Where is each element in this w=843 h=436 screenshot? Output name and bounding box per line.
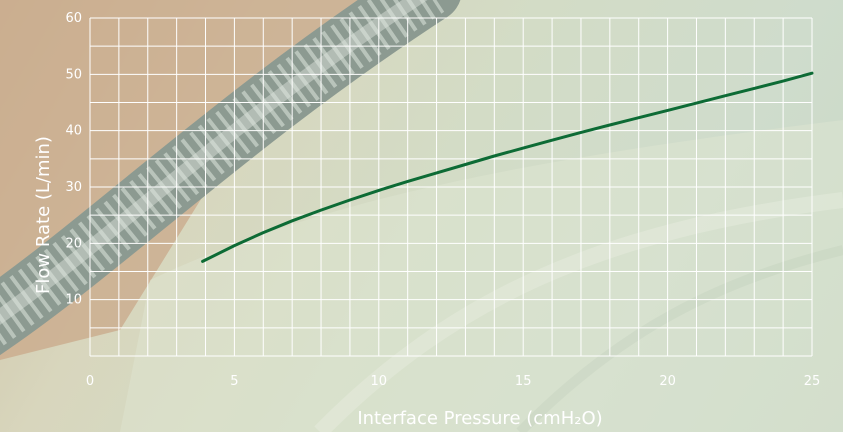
y-tick-label: 50: [65, 67, 82, 82]
series-line: [201, 71, 814, 263]
y-tick-label: 60: [65, 11, 82, 26]
x-tick-label: 25: [804, 374, 821, 389]
y-axis-title: Flow Rate (L/min): [33, 136, 54, 294]
x-tick-label: 20: [659, 374, 676, 389]
y-tick-label: 20: [65, 236, 82, 251]
y-tick-label: 10: [65, 293, 82, 308]
chart-series: [201, 71, 814, 263]
x-tick-label: 0: [86, 374, 94, 389]
axis-ticks: 0 5 10 15 20 25 10 20 30 40 50 60: [65, 11, 820, 389]
y-tick-label: 30: [65, 180, 82, 195]
x-tick-label: 15: [515, 374, 532, 389]
x-tick-label: 10: [371, 374, 388, 389]
x-axis-title: Interface Pressure (cmH₂O): [357, 408, 602, 429]
y-tick-label: 40: [65, 124, 82, 139]
chart-grid: [89, 17, 813, 357]
x-tick-label: 5: [230, 374, 238, 389]
